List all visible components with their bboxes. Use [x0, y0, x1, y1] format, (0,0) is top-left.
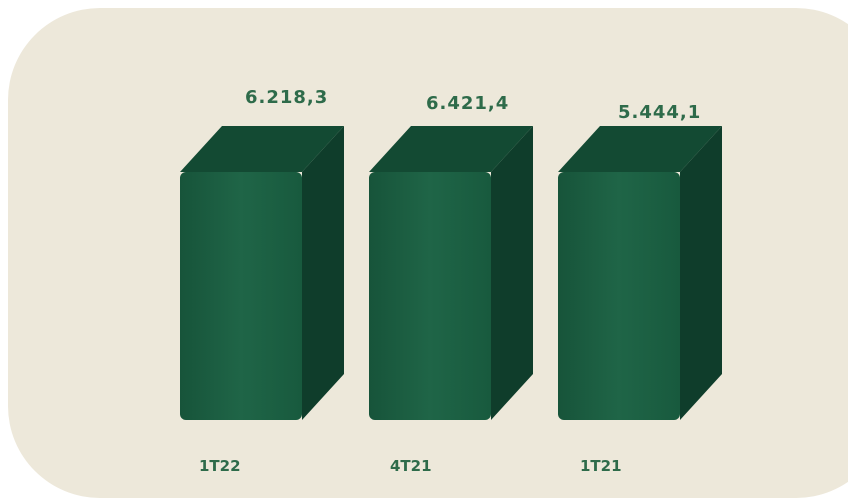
bar-4T21 — [369, 126, 533, 420]
category-label: 1T22 — [199, 457, 241, 475]
bar-front — [369, 172, 491, 420]
bar-top — [558, 126, 722, 172]
category-label: 1T21 — [580, 457, 622, 475]
bar-top — [180, 126, 344, 172]
category-label: 4T21 — [390, 457, 432, 475]
data-label: 6.421,4 — [426, 93, 509, 114]
bar-side — [491, 126, 533, 420]
bar-1T22 — [180, 126, 344, 420]
bar-side — [302, 126, 344, 420]
bar-front — [558, 172, 680, 420]
data-label: 5.444,1 — [618, 102, 701, 123]
bar-side — [680, 126, 722, 420]
bar-front — [180, 172, 302, 420]
bar-1T21 — [558, 126, 722, 420]
data-label: 6.218,3 — [245, 87, 328, 108]
bar-top — [369, 126, 533, 172]
